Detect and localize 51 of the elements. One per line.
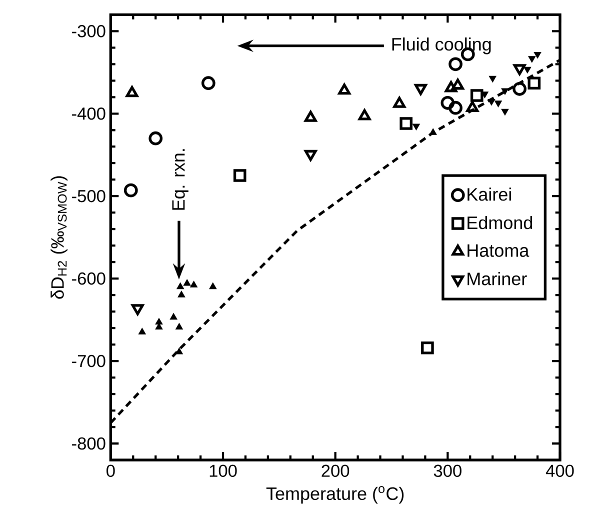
point <box>421 341 434 354</box>
x-axis-title: Temperature ($^{o}$C) <box>266 486 404 504</box>
legend-label: Mariner <box>468 272 527 286</box>
point <box>175 322 183 330</box>
annotation: Eq. rxn. <box>172 149 188 210</box>
point <box>528 56 536 62</box>
legend-label: Kairei <box>468 187 511 201</box>
point <box>448 57 462 71</box>
point <box>494 100 502 108</box>
point <box>148 131 163 146</box>
y-tick-label: -300 <box>72 24 106 38</box>
legend-label: Edmond <box>468 216 532 230</box>
x-tick-label: 300 <box>434 464 462 477</box>
point <box>513 64 526 76</box>
legend-label: Hatoma <box>468 244 530 257</box>
point <box>524 66 532 74</box>
point <box>201 76 216 90</box>
point <box>155 318 163 324</box>
point <box>488 98 496 106</box>
point <box>534 52 542 58</box>
y-tick-label: -800 <box>72 437 106 450</box>
point <box>183 279 191 286</box>
point <box>501 108 509 116</box>
point <box>440 96 455 110</box>
point <box>170 312 178 320</box>
point <box>429 128 437 135</box>
x-tick-label: 400 <box>546 464 574 477</box>
point <box>304 150 317 161</box>
point <box>488 76 496 82</box>
point <box>414 84 427 95</box>
point <box>178 290 186 298</box>
point <box>175 348 183 354</box>
point <box>448 100 462 115</box>
y-axis-title: δD$_{H2}$ (‰$_{VSMOW}$) <box>50 176 68 299</box>
point <box>190 280 198 288</box>
point <box>412 124 420 130</box>
y-tick-label: -400 <box>72 107 106 120</box>
point <box>400 116 413 130</box>
point <box>501 88 509 95</box>
point <box>209 282 217 289</box>
x-tick-label: 100 <box>210 464 237 477</box>
point <box>176 282 184 289</box>
annotation: Fluid cooling <box>392 37 491 54</box>
x-tick-label: 200 <box>322 464 350 477</box>
point <box>138 328 146 334</box>
point <box>233 168 246 182</box>
y-tick-label: -700 <box>72 354 106 368</box>
x-tick-label: 0 <box>106 464 115 477</box>
y-tick-label: -600 <box>72 272 106 285</box>
y-tick-label: -500 <box>72 190 106 202</box>
point <box>124 183 138 198</box>
